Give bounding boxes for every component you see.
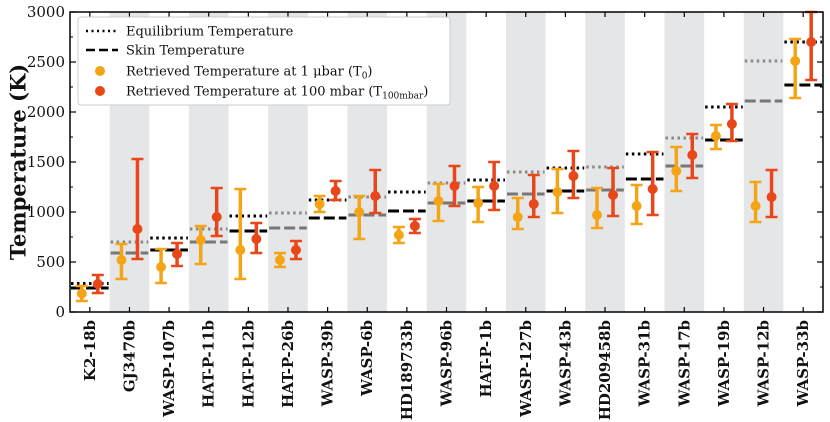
data-point <box>370 191 381 201</box>
data-point <box>750 201 761 211</box>
temperature-steps <box>71 40 822 290</box>
data-point <box>116 255 127 265</box>
legend-t0-marker <box>95 66 105 76</box>
category-label: HAT-P-26b <box>279 320 297 408</box>
data-point <box>528 199 539 209</box>
shade-band <box>664 12 705 312</box>
data-point <box>710 131 721 141</box>
data-point <box>687 150 698 160</box>
shade-band <box>743 12 784 312</box>
legend-equilibrium-label: Equilibrium Temperature <box>126 25 294 40</box>
category-label: HD209458b <box>596 320 614 420</box>
data-point <box>592 210 603 220</box>
data-point <box>274 255 285 265</box>
category-label: WASP-31b <box>636 320 654 407</box>
data-point <box>671 166 682 176</box>
category-label: K2-18b <box>81 320 99 381</box>
data-point <box>552 187 563 197</box>
category-label: WASP-19b <box>715 320 733 407</box>
data-point <box>512 212 523 222</box>
x-axis: K2-18b GJ3470b WASP-107b HAT-P-11b HAT-P-12b… <box>81 12 812 420</box>
category-label: WASP-39b <box>319 320 337 407</box>
data-point <box>290 245 301 255</box>
data-point <box>330 186 341 196</box>
category-label: WASP-17b <box>675 320 693 407</box>
category-label: HAT-P-1b <box>477 320 495 398</box>
data-point <box>806 37 817 47</box>
data-point <box>473 198 484 208</box>
data-point <box>195 235 206 245</box>
data-points <box>76 37 817 299</box>
category-label: WASP-127b <box>517 320 535 418</box>
category-label: GJ3470b <box>120 320 138 392</box>
y-axis-title: Temperature (K) <box>6 64 31 260</box>
data-point <box>608 190 619 200</box>
legend-skin-label: Skin Temperature <box>126 44 245 59</box>
data-point <box>354 207 365 217</box>
y-tick-label: 3000 <box>27 3 65 21</box>
data-point <box>132 224 143 234</box>
data-point <box>409 221 420 231</box>
category-label: WASP-33b <box>794 320 812 407</box>
data-point <box>211 212 222 222</box>
y-tick-label: 2000 <box>27 103 65 121</box>
data-point <box>568 171 579 181</box>
category-label: WASP-6b <box>358 320 376 397</box>
data-point <box>251 234 262 244</box>
data-point <box>433 196 444 206</box>
category-label: HAT-P-12b <box>239 320 257 408</box>
legend-t100-marker <box>95 86 105 96</box>
y-tick-label: 2500 <box>27 53 65 71</box>
data-point <box>393 230 404 240</box>
data-point <box>92 279 103 289</box>
category-label: WASP-43b <box>556 320 574 407</box>
data-point <box>790 56 801 66</box>
legend-t0-label: Retrieved Temperature at 1 μbar (T0) <box>126 65 373 82</box>
category-label: WASP-12b <box>755 320 773 407</box>
category-label: HAT-P-11b <box>200 320 218 408</box>
y-tick-label: 0 <box>55 303 65 321</box>
y-tick-label: 1000 <box>27 203 65 221</box>
data-point <box>766 192 777 202</box>
shade-band <box>585 12 625 312</box>
legend-box <box>77 16 451 106</box>
category-label: WASP-96b <box>438 320 456 407</box>
y-axis: 0 500 1000 1500 2000 2500 3000 <box>27 3 823 321</box>
data-point <box>172 249 183 259</box>
data-point <box>489 181 500 191</box>
data-point <box>647 184 658 194</box>
y-tick-label: 500 <box>36 253 65 271</box>
data-point <box>156 262 167 272</box>
y-tick-label: 1500 <box>27 153 65 171</box>
data-point <box>631 201 642 211</box>
data-point <box>726 119 737 129</box>
data-point <box>314 199 325 209</box>
category-label: HD189733b <box>398 320 416 420</box>
legend: Equilibrium Temperature Skin Temperature… <box>77 16 451 106</box>
shade-band <box>505 12 546 312</box>
data-point <box>235 245 246 255</box>
data-point <box>76 288 87 299</box>
category-label: WASP-107b <box>160 320 178 418</box>
data-point <box>449 181 460 191</box>
legend-t100-label: Retrieved Temperature at 100 mbar (T100m… <box>126 85 428 102</box>
